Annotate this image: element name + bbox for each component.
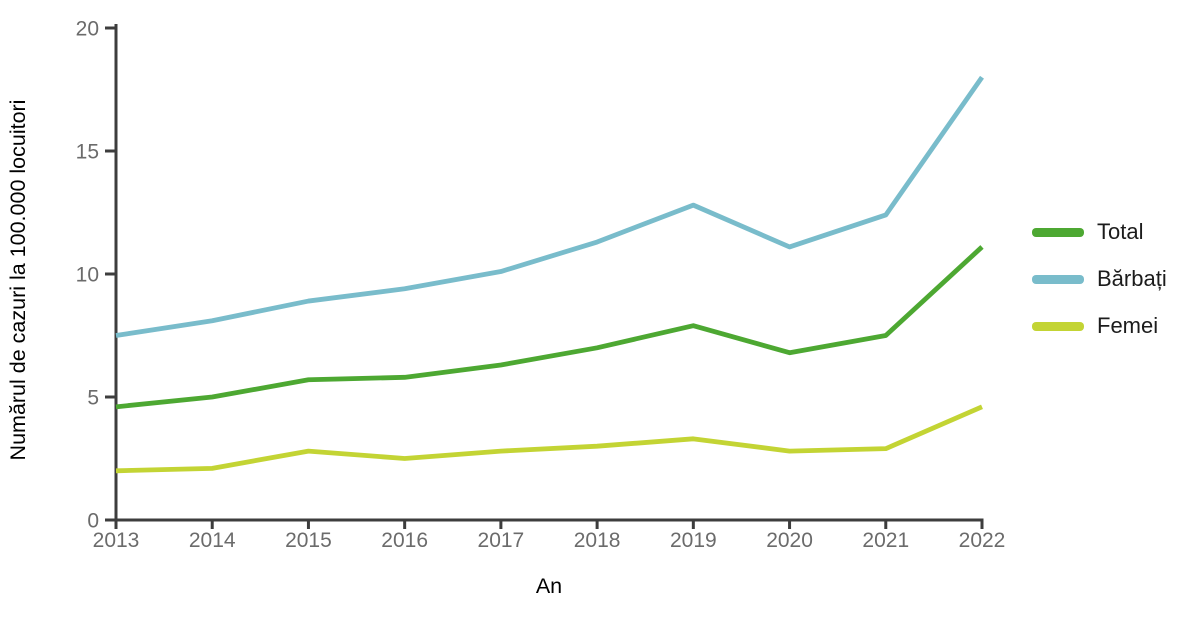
legend-item-femei: Femei	[1032, 313, 1167, 339]
svg-text:2017: 2017	[478, 529, 525, 552]
legend-label-femei: Femei	[1097, 313, 1159, 338]
svg-text:2018: 2018	[574, 529, 621, 552]
svg-text:2019: 2019	[670, 529, 717, 552]
svg-text:15: 15	[76, 140, 99, 163]
legend-label-total: Total	[1097, 219, 1144, 244]
svg-text:Numărul de cazuri la 100.000 l: Numărul de cazuri la 100.000 locuitori	[6, 100, 30, 461]
svg-text:2016: 2016	[381, 529, 428, 552]
legend-swatch-femei	[1032, 321, 1084, 331]
svg-text:2014: 2014	[189, 529, 236, 552]
svg-text:2020: 2020	[766, 529, 813, 552]
svg-text:2021: 2021	[862, 529, 909, 552]
svg-text:10: 10	[76, 263, 99, 286]
svg-text:An: An	[536, 574, 562, 598]
legend-item-total: Total	[1032, 219, 1167, 245]
svg-text:2013: 2013	[93, 529, 140, 552]
legend-swatch-barbati	[1032, 274, 1084, 284]
svg-text:20: 20	[76, 17, 99, 40]
legend: Total Bărbați Femei	[1032, 219, 1167, 339]
svg-text:2022: 2022	[959, 529, 1006, 552]
legend-item-barbati: Bărbați	[1032, 266, 1167, 292]
svg-text:2015: 2015	[285, 529, 332, 552]
svg-text:0: 0	[87, 509, 99, 532]
svg-text:5: 5	[87, 386, 99, 409]
legend-label-barbati: Bărbați	[1097, 266, 1167, 291]
legend-swatch-total	[1032, 227, 1084, 237]
